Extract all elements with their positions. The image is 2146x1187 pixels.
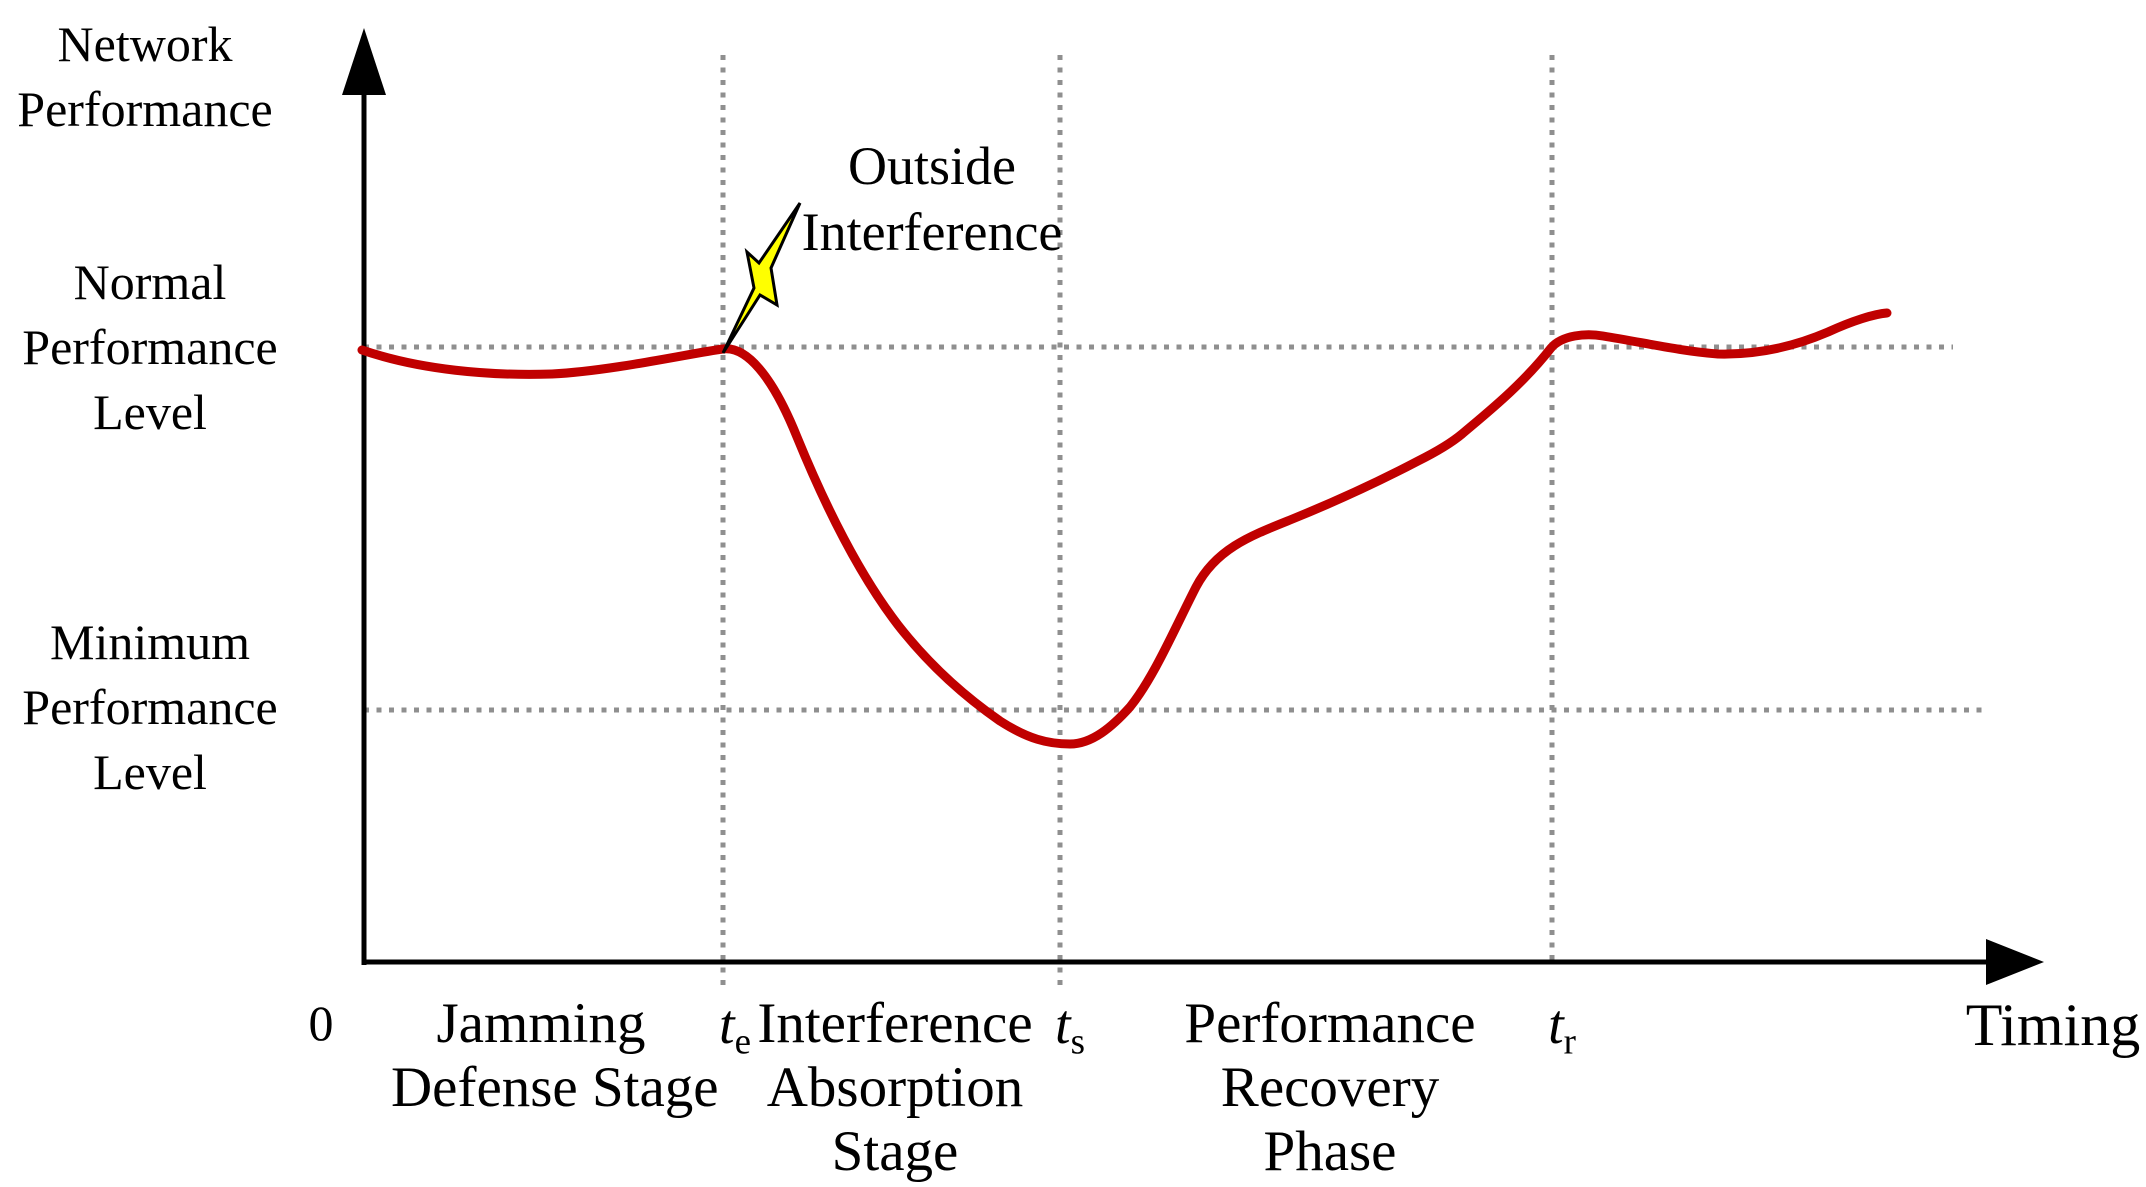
phase2-line2: Absorption — [766, 1056, 1024, 1119]
phase2-line1: Interference — [757, 992, 1033, 1055]
x-axis-arrow-icon — [1986, 939, 2044, 985]
phase3-line2: Recovery — [1220, 1056, 1440, 1119]
tick-te-base: t — [719, 994, 735, 1056]
y-axis-title-line2: Performance — [17, 81, 273, 137]
normal-level-line1: Normal — [73, 254, 227, 310]
phase2-line3: Stage — [831, 1120, 959, 1183]
minimum-level-line1: Minimum — [49, 614, 251, 670]
tick-ts: ts — [1038, 994, 1102, 1059]
phase-interference-absorption: Interference Absorption Stage — [745, 992, 1045, 1184]
normal-level-line3: Level — [93, 384, 207, 440]
tick-tr-sub: r — [1563, 1020, 1576, 1062]
phase-performance-recovery: Performance Recovery Phase — [1180, 992, 1480, 1184]
tick-ts-sub: s — [1070, 1020, 1085, 1062]
outside-interference-annotation: Outside Interference — [782, 133, 1082, 265]
phase1-line2: Defense Stage — [391, 1056, 719, 1119]
minimum-level-label: Minimum Performance Level — [0, 610, 300, 805]
tick-te: te — [703, 994, 767, 1059]
annotation-line2: Interference — [801, 202, 1063, 262]
tick-tr-base: t — [1548, 994, 1564, 1056]
tick-tr: tr — [1530, 994, 1594, 1059]
phase1-line1: Jamming — [436, 992, 646, 1055]
minimum-level-line2: Performance — [22, 679, 278, 735]
normal-level-line2: Performance — [22, 319, 278, 375]
phase-jamming-defense: Jamming Defense Stage — [391, 992, 719, 1120]
tick-ts-base: t — [1055, 994, 1071, 1056]
x-axis-label: Timing — [1965, 992, 2141, 1058]
phase3-line1: Performance — [1184, 992, 1476, 1055]
origin-label: 0 — [308, 995, 334, 1051]
y-axis-arrow-icon — [342, 28, 386, 95]
y-axis-title-line1: Network — [57, 16, 233, 72]
annotation-line1: Outside — [848, 136, 1016, 196]
phase3-line3: Phase — [1263, 1120, 1397, 1183]
lightning-bolt-icon — [721, 202, 802, 354]
performance-curve — [357, 308, 1892, 749]
tick-te-sub: e — [734, 1020, 751, 1062]
normal-level-label: Normal Performance Level — [0, 250, 300, 445]
minimum-level-line3: Level — [93, 744, 207, 800]
y-axis-title: Network Performance — [0, 12, 290, 142]
